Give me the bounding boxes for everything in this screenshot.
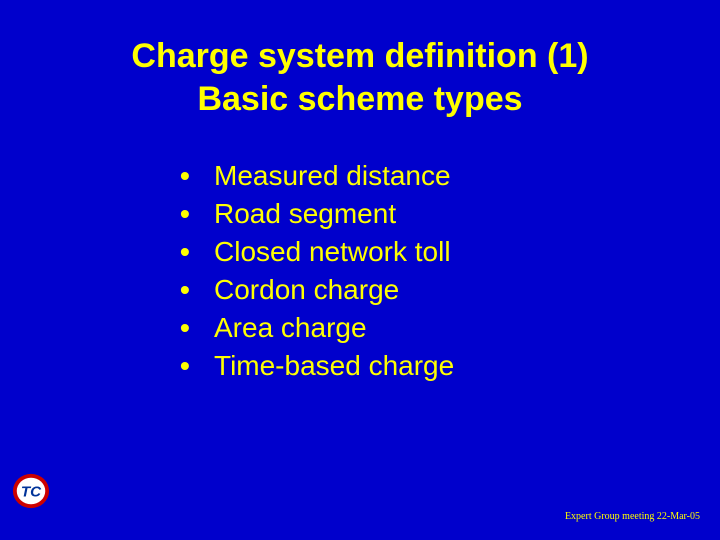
bullet-text: Closed network toll [214,236,451,268]
svg-text:TC: TC [21,484,42,501]
list-item: • Road segment [180,198,670,230]
list-item: • Time-based charge [180,350,670,382]
title-line-1: Charge system definition (1) [131,37,588,75]
bullet-marker: • [180,160,214,192]
list-item: • Measured distance [180,160,670,192]
bullet-text: Area charge [214,312,367,344]
bullet-marker: • [180,236,214,268]
bullet-marker: • [180,274,214,306]
slide: Charge system definition (1) Basic schem… [0,0,720,540]
bullet-marker: • [180,198,214,230]
list-item: • Closed network toll [180,236,670,268]
list-item: • Cordon charge [180,274,670,306]
bullet-text: Cordon charge [214,274,399,306]
title-line-2: Basic scheme types [197,80,522,118]
bullet-marker: • [180,312,214,344]
bullet-text: Measured distance [214,160,451,192]
logo-icon: TC [12,472,50,510]
footer-text: Expert Group meeting 22-Mar-05 [565,511,700,522]
bullet-marker: • [180,350,214,382]
list-item: • Area charge [180,312,670,344]
bullet-text: Road segment [214,198,396,230]
slide-title: Charge system definition (1) Basic schem… [50,35,670,120]
bullet-text: Time-based charge [214,350,454,382]
bullet-list: • Measured distance • Road segment • Clo… [180,160,670,382]
